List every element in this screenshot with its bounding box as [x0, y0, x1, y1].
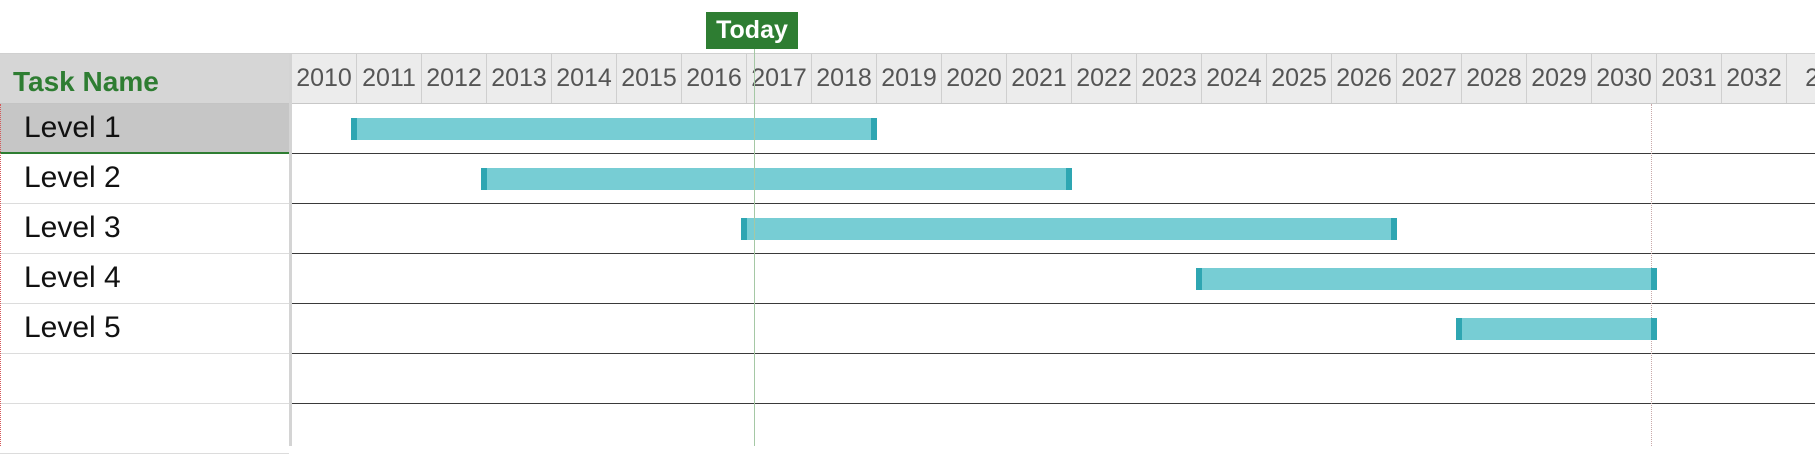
gantt-bar[interactable] [350, 118, 877, 140]
year-column-header: 2012 [422, 54, 487, 103]
task-name-column-header[interactable]: Task Name [0, 54, 289, 104]
task-name-cell: Level 5 [24, 311, 121, 344]
task-row[interactable] [0, 354, 289, 404]
gantt-bar[interactable] [740, 218, 1397, 240]
row-separator [292, 353, 1815, 354]
gantt-chart-area [292, 104, 1815, 446]
row-separator [292, 403, 1815, 404]
row-separator [292, 253, 1815, 254]
year-column-header: 2028 [1462, 54, 1527, 103]
task-row[interactable]: Level 4 [0, 254, 289, 304]
row-separator [292, 303, 1815, 304]
year-column-header: 2030 [1592, 54, 1657, 103]
task-row[interactable]: Level 5 [0, 304, 289, 354]
year-column-header: 2016 [682, 54, 747, 103]
year-column-header: 2017 [747, 54, 812, 103]
year-column-header: 2014 [552, 54, 617, 103]
timeline-header: 2010 2011 2012 2013 2014 2015 2016 2017 2018 2019… [292, 54, 1815, 104]
task-row[interactable]: Level 1 [0, 104, 289, 154]
year-column-header: 2025 [1267, 54, 1332, 103]
year-column-header: 2011 [357, 54, 422, 103]
task-row[interactable]: Level 3 [0, 204, 289, 254]
task-name-header-label: Task Name [13, 66, 159, 97]
year-column-header: 2020 [942, 54, 1007, 103]
year-column-header: 20 [1787, 54, 1815, 103]
gantt-bar[interactable] [1195, 268, 1657, 290]
year-column-header: 2031 [1657, 54, 1722, 103]
page-break-line [0, 104, 1, 446]
year-column-header: 2032 [1722, 54, 1787, 103]
task-row[interactable]: Level 2 [0, 154, 289, 204]
top-rule [0, 53, 1815, 54]
task-row[interactable] [0, 404, 289, 454]
year-column-header: 2024 [1202, 54, 1267, 103]
year-column-header: 2010 [292, 54, 357, 103]
row-separator [292, 203, 1815, 204]
task-name-cell: Level 4 [24, 261, 121, 294]
year-column-header: 2023 [1137, 54, 1202, 103]
year-column-header: 2019 [877, 54, 942, 103]
task-name-cell: Level 2 [24, 161, 121, 194]
task-name-cell: Level 1 [24, 111, 121, 144]
today-marker-label: Today [706, 12, 798, 49]
gantt-bar[interactable] [480, 168, 1072, 190]
gantt-bar[interactable] [1455, 318, 1657, 340]
year-column-header: 2013 [487, 54, 552, 103]
year-column-header: 2026 [1332, 54, 1397, 103]
task-grid: Task Name Level 1 Level 2 Level 3 Level 4 Le… [0, 54, 292, 454]
year-column-header: 2022 [1072, 54, 1137, 103]
task-name-cell: Level 3 [24, 211, 121, 244]
year-column-header: 2015 [617, 54, 682, 103]
year-column-header: 2029 [1527, 54, 1592, 103]
year-column-header: 2018 [812, 54, 877, 103]
row-separator [292, 153, 1815, 154]
year-column-header: 2021 [1007, 54, 1072, 103]
year-column-header: 2027 [1397, 54, 1462, 103]
